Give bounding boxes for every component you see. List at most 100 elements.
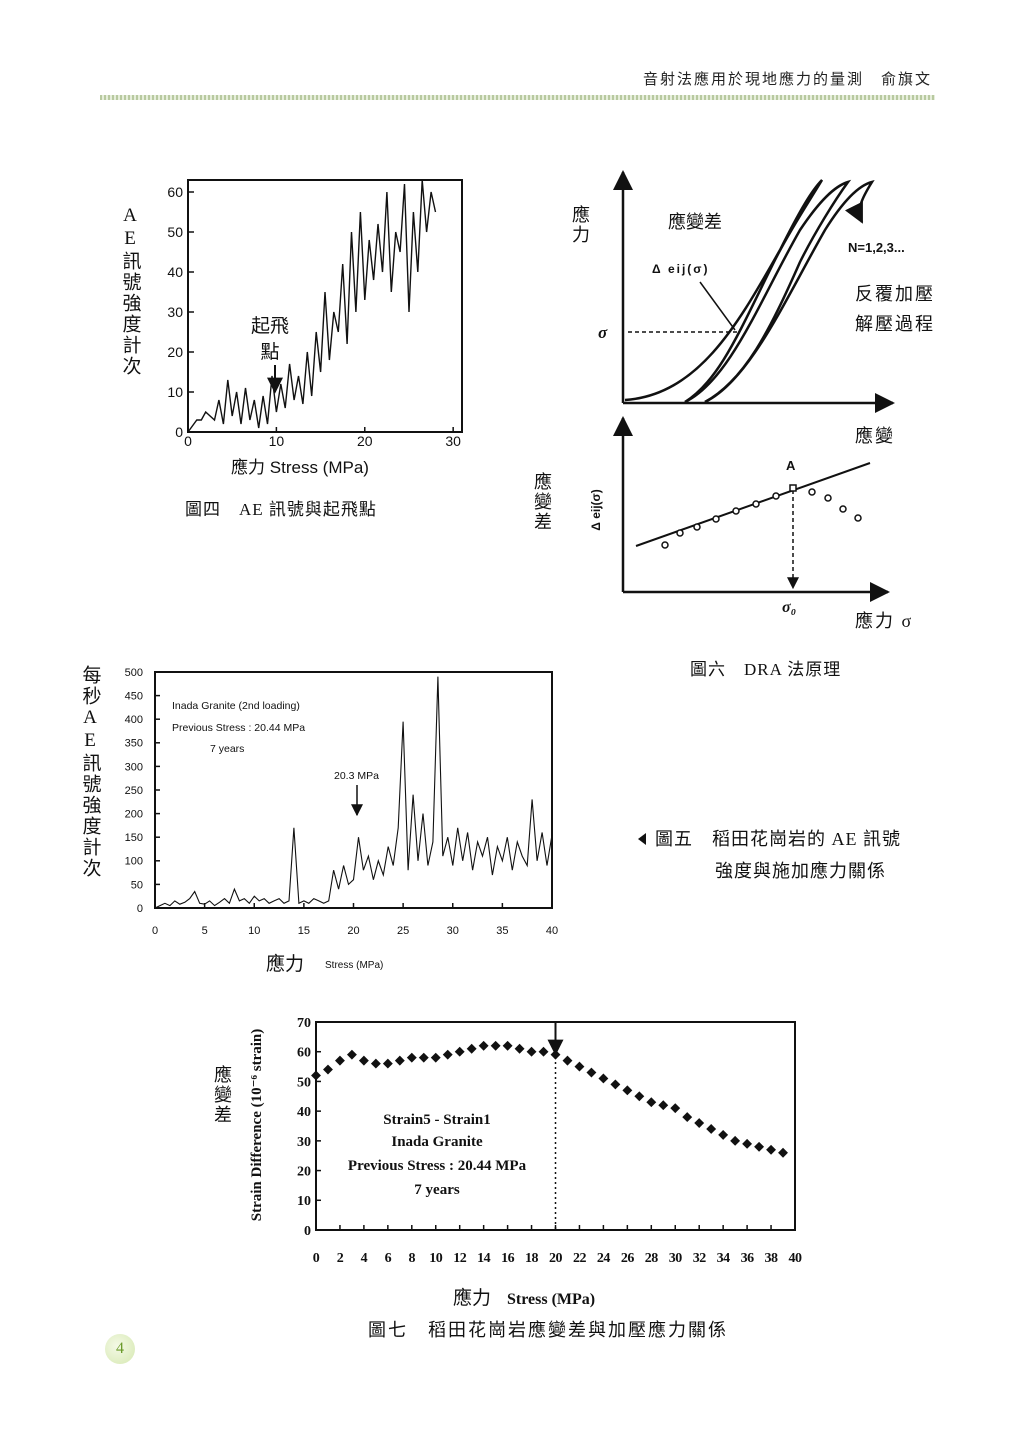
- header-rule: [100, 95, 935, 100]
- y-tick-label: 350: [125, 738, 143, 750]
- data-line: [187, 179, 437, 433]
- data-point: [574, 1061, 585, 1072]
- x-tick-label: 30: [669, 1251, 683, 1266]
- x-tick-label: 18: [525, 1251, 539, 1266]
- dra-diagram: [613, 170, 895, 602]
- x-tick-label: 10: [269, 433, 285, 449]
- data-point: [658, 1100, 669, 1111]
- data-point: [442, 1049, 453, 1060]
- loop-curve: [704, 180, 875, 404]
- x-tick-label: 10: [429, 1251, 443, 1266]
- caption: 圖五 稻田花崗岩的 AE 訊號: [655, 829, 901, 849]
- y-tick-label: 450: [125, 690, 143, 702]
- y-tick-label: 20: [167, 344, 183, 360]
- x-tick-label: 30: [445, 433, 461, 449]
- x-tick-label: 38: [765, 1251, 779, 1266]
- y-tick-label: 500: [125, 667, 143, 679]
- data-point: [598, 1073, 609, 1084]
- y-tick-label: 50: [297, 1075, 311, 1090]
- data-point: [706, 1124, 717, 1134]
- arrow-label: 20.3 MPa: [334, 770, 379, 782]
- data-point: [406, 1052, 417, 1063]
- y-tick-label: 20: [297, 1164, 311, 1179]
- y-tick-label: 150: [125, 832, 143, 844]
- y-tick-label: 60: [297, 1046, 311, 1061]
- y-tick-label: 30: [297, 1135, 311, 1150]
- x-tick-label: 35: [496, 925, 508, 937]
- loop-curve: [624, 179, 824, 404]
- x-tick-label: 16: [501, 1251, 515, 1266]
- annotation: Inada Granite: [391, 1134, 483, 1150]
- data-line: [154, 676, 553, 909]
- x-tick-label: 8: [409, 1251, 416, 1266]
- leader: [699, 281, 736, 331]
- x-axis-label-en: Stress (MPa): [325, 960, 383, 971]
- x-tick-label: 40: [789, 1251, 803, 1266]
- y-tick-label: 400: [125, 714, 143, 726]
- x-tick-label: 12: [453, 1251, 467, 1266]
- y-tick-label: 50: [167, 224, 183, 240]
- data-point: [754, 1141, 765, 1152]
- x-tick-label: 28: [645, 1251, 659, 1266]
- x-tick-label: 24: [597, 1251, 611, 1266]
- diagram-text: Δ eij(σ): [652, 262, 710, 276]
- diagram-text: 解壓過程: [855, 314, 935, 334]
- annotation: 起飛: [251, 315, 289, 337]
- annotation: 7 years: [210, 743, 244, 755]
- data-point: [370, 1058, 381, 1069]
- data-point: [670, 1103, 681, 1114]
- page-number: 4: [105, 1334, 135, 1364]
- data-point: [694, 1118, 705, 1128]
- data-point: [418, 1052, 429, 1063]
- diagram-text: σ: [598, 323, 608, 342]
- data-point: [562, 1055, 573, 1066]
- x-axis-label-en: Stress (MPa): [507, 1291, 595, 1308]
- x-tick-label: 0: [152, 925, 158, 937]
- diagram-text: 應力: [570, 204, 590, 245]
- x-tick-label: 14: [477, 1251, 491, 1266]
- annotation: 點: [260, 341, 279, 363]
- x-tick-label: 32: [693, 1251, 707, 1266]
- annotation: Inada Granite (2nd loading): [172, 700, 300, 712]
- y-tick-label: 40: [167, 264, 183, 280]
- x-tick-label: 26: [621, 1251, 635, 1266]
- data-point: [335, 1055, 345, 1066]
- y-tick-label: 50: [131, 879, 143, 891]
- x-tick-label: 15: [298, 925, 310, 937]
- diagram-text: N=1,2,3...: [848, 240, 905, 255]
- y-tick-label: 0: [304, 1224, 311, 1239]
- x-axis-label: 應力: [453, 1286, 491, 1309]
- data-point: [778, 1147, 788, 1158]
- y-tick-label: 0: [137, 903, 143, 915]
- x-tick-label: 25: [397, 925, 409, 937]
- annotation: Strain5 - Strain1: [383, 1112, 491, 1128]
- y-axis-label-en: Strain Difference (10⁻⁶ strain): [249, 1029, 265, 1222]
- data-point: [718, 1129, 729, 1140]
- caption: 圖四 AE 訊號與起飛點: [185, 500, 377, 519]
- data-point: [382, 1058, 393, 1069]
- data-point: [526, 1046, 537, 1057]
- y-tick-label: 60: [167, 184, 183, 200]
- x-tick-label: 4: [361, 1251, 368, 1266]
- data-point: [610, 1079, 621, 1090]
- data-point: [478, 1040, 489, 1051]
- points: [661, 484, 862, 549]
- diagram-text: 應力 σ: [855, 610, 913, 631]
- x-tick-label: 34: [717, 1251, 731, 1266]
- y-tick-label: 100: [125, 856, 143, 868]
- x-tick-label: 20: [549, 1251, 563, 1266]
- pointer: [638, 833, 646, 845]
- x-tick-label: 10: [248, 925, 260, 937]
- y-tick-label: 70: [297, 1016, 311, 1031]
- diagram-text: 應變差: [668, 211, 722, 232]
- annotation: Previous Stress : 20.44 MPa: [172, 722, 305, 734]
- data-point: [346, 1049, 357, 1060]
- data-point: [646, 1097, 657, 1108]
- data-point: [430, 1052, 441, 1063]
- x-tick-label: 20: [347, 925, 359, 937]
- x-tick-label: 40: [546, 925, 558, 937]
- data-point: [466, 1043, 477, 1054]
- data-point: [586, 1067, 597, 1078]
- caption: 圖七 稻田花崗岩應變差與加壓應力關係: [368, 1319, 728, 1340]
